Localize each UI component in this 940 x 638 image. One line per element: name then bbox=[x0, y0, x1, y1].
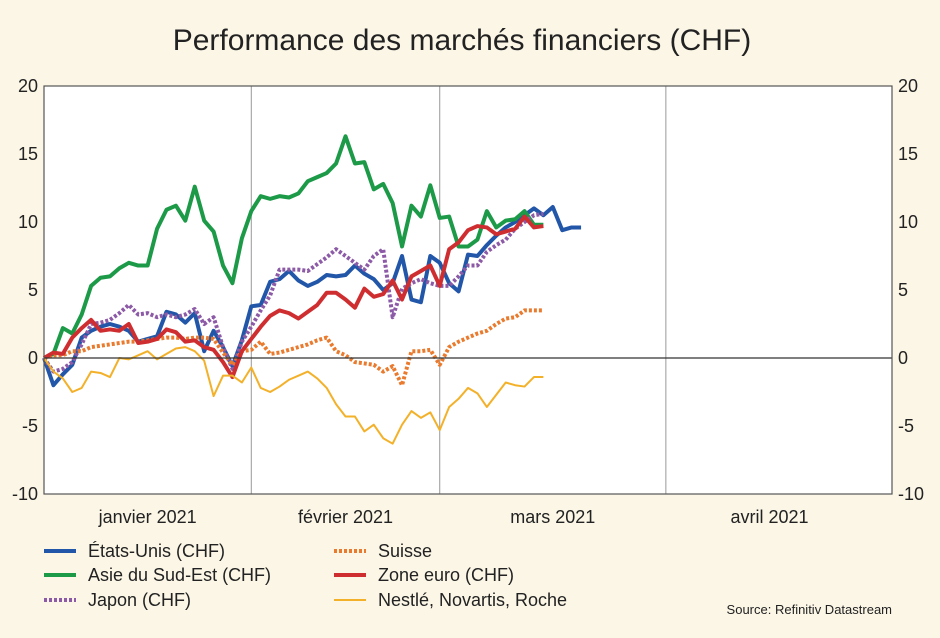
y-tick-label-right: 20 bbox=[898, 76, 918, 96]
y-tick-label-left: 0 bbox=[28, 348, 38, 368]
legend-label: Suisse bbox=[378, 541, 432, 561]
x-month-label: avril 2021 bbox=[730, 507, 808, 527]
series-line-5 bbox=[43, 346, 544, 445]
y-tick-label-right: 10 bbox=[898, 212, 918, 232]
legend: États-Unis (CHF) Asie du Sud-Est (CHF) Jap… bbox=[44, 541, 567, 610]
axes bbox=[43, 85, 893, 495]
y-tick-label-right: 0 bbox=[898, 348, 908, 368]
plot-area bbox=[44, 86, 892, 494]
y-tick-label-left: 5 bbox=[28, 280, 38, 300]
y-axis-right: -10 -5 0 5 10 15 20 bbox=[898, 76, 924, 504]
legend-label: Asie du Sud-Est (CHF) bbox=[88, 565, 271, 585]
y-tick-label-right: 15 bbox=[898, 144, 918, 164]
x-month-label: janvier 2021 bbox=[98, 507, 197, 527]
series-line-2 bbox=[42, 211, 544, 374]
legend-label: Japon (CHF) bbox=[88, 590, 191, 610]
y-axis-left: -10 -5 0 5 10 15 20 bbox=[12, 76, 38, 504]
legend-label: Zone euro (CHF) bbox=[378, 565, 514, 585]
series-line-1 bbox=[43, 134, 544, 360]
series-line-3 bbox=[43, 308, 544, 388]
y-tick-label-left: -5 bbox=[22, 416, 38, 436]
legend-label: États-Unis (CHF) bbox=[88, 541, 225, 561]
y-tick-label-left: -10 bbox=[12, 484, 38, 504]
y-tick-label-left: 15 bbox=[18, 144, 38, 164]
y-tick-label-right: -5 bbox=[898, 416, 914, 436]
y-tick-label-left: 20 bbox=[18, 76, 38, 96]
source-note: Source: Refinitiv Datastream bbox=[727, 602, 892, 617]
y-tick-label-left: 10 bbox=[18, 212, 38, 232]
month-gridlines bbox=[250, 86, 667, 494]
chart-title: Performance des marchés financiers (CHF) bbox=[173, 24, 752, 57]
y-tick-label-right: 5 bbox=[898, 280, 908, 300]
plot-background bbox=[44, 86, 892, 494]
x-month-label: mars 2021 bbox=[510, 507, 595, 527]
plot-frame bbox=[43, 85, 893, 495]
x-axis-month-labels: janvier 2021 février 2021 mars 2021 avril 2… bbox=[98, 507, 809, 527]
legend-label: Nestlé, Novartis, Roche bbox=[378, 590, 567, 610]
series-layer bbox=[42, 134, 582, 445]
y-tick-label-right: -10 bbox=[898, 484, 924, 504]
series-line-4 bbox=[42, 214, 544, 380]
x-month-label: février 2021 bbox=[298, 507, 393, 527]
